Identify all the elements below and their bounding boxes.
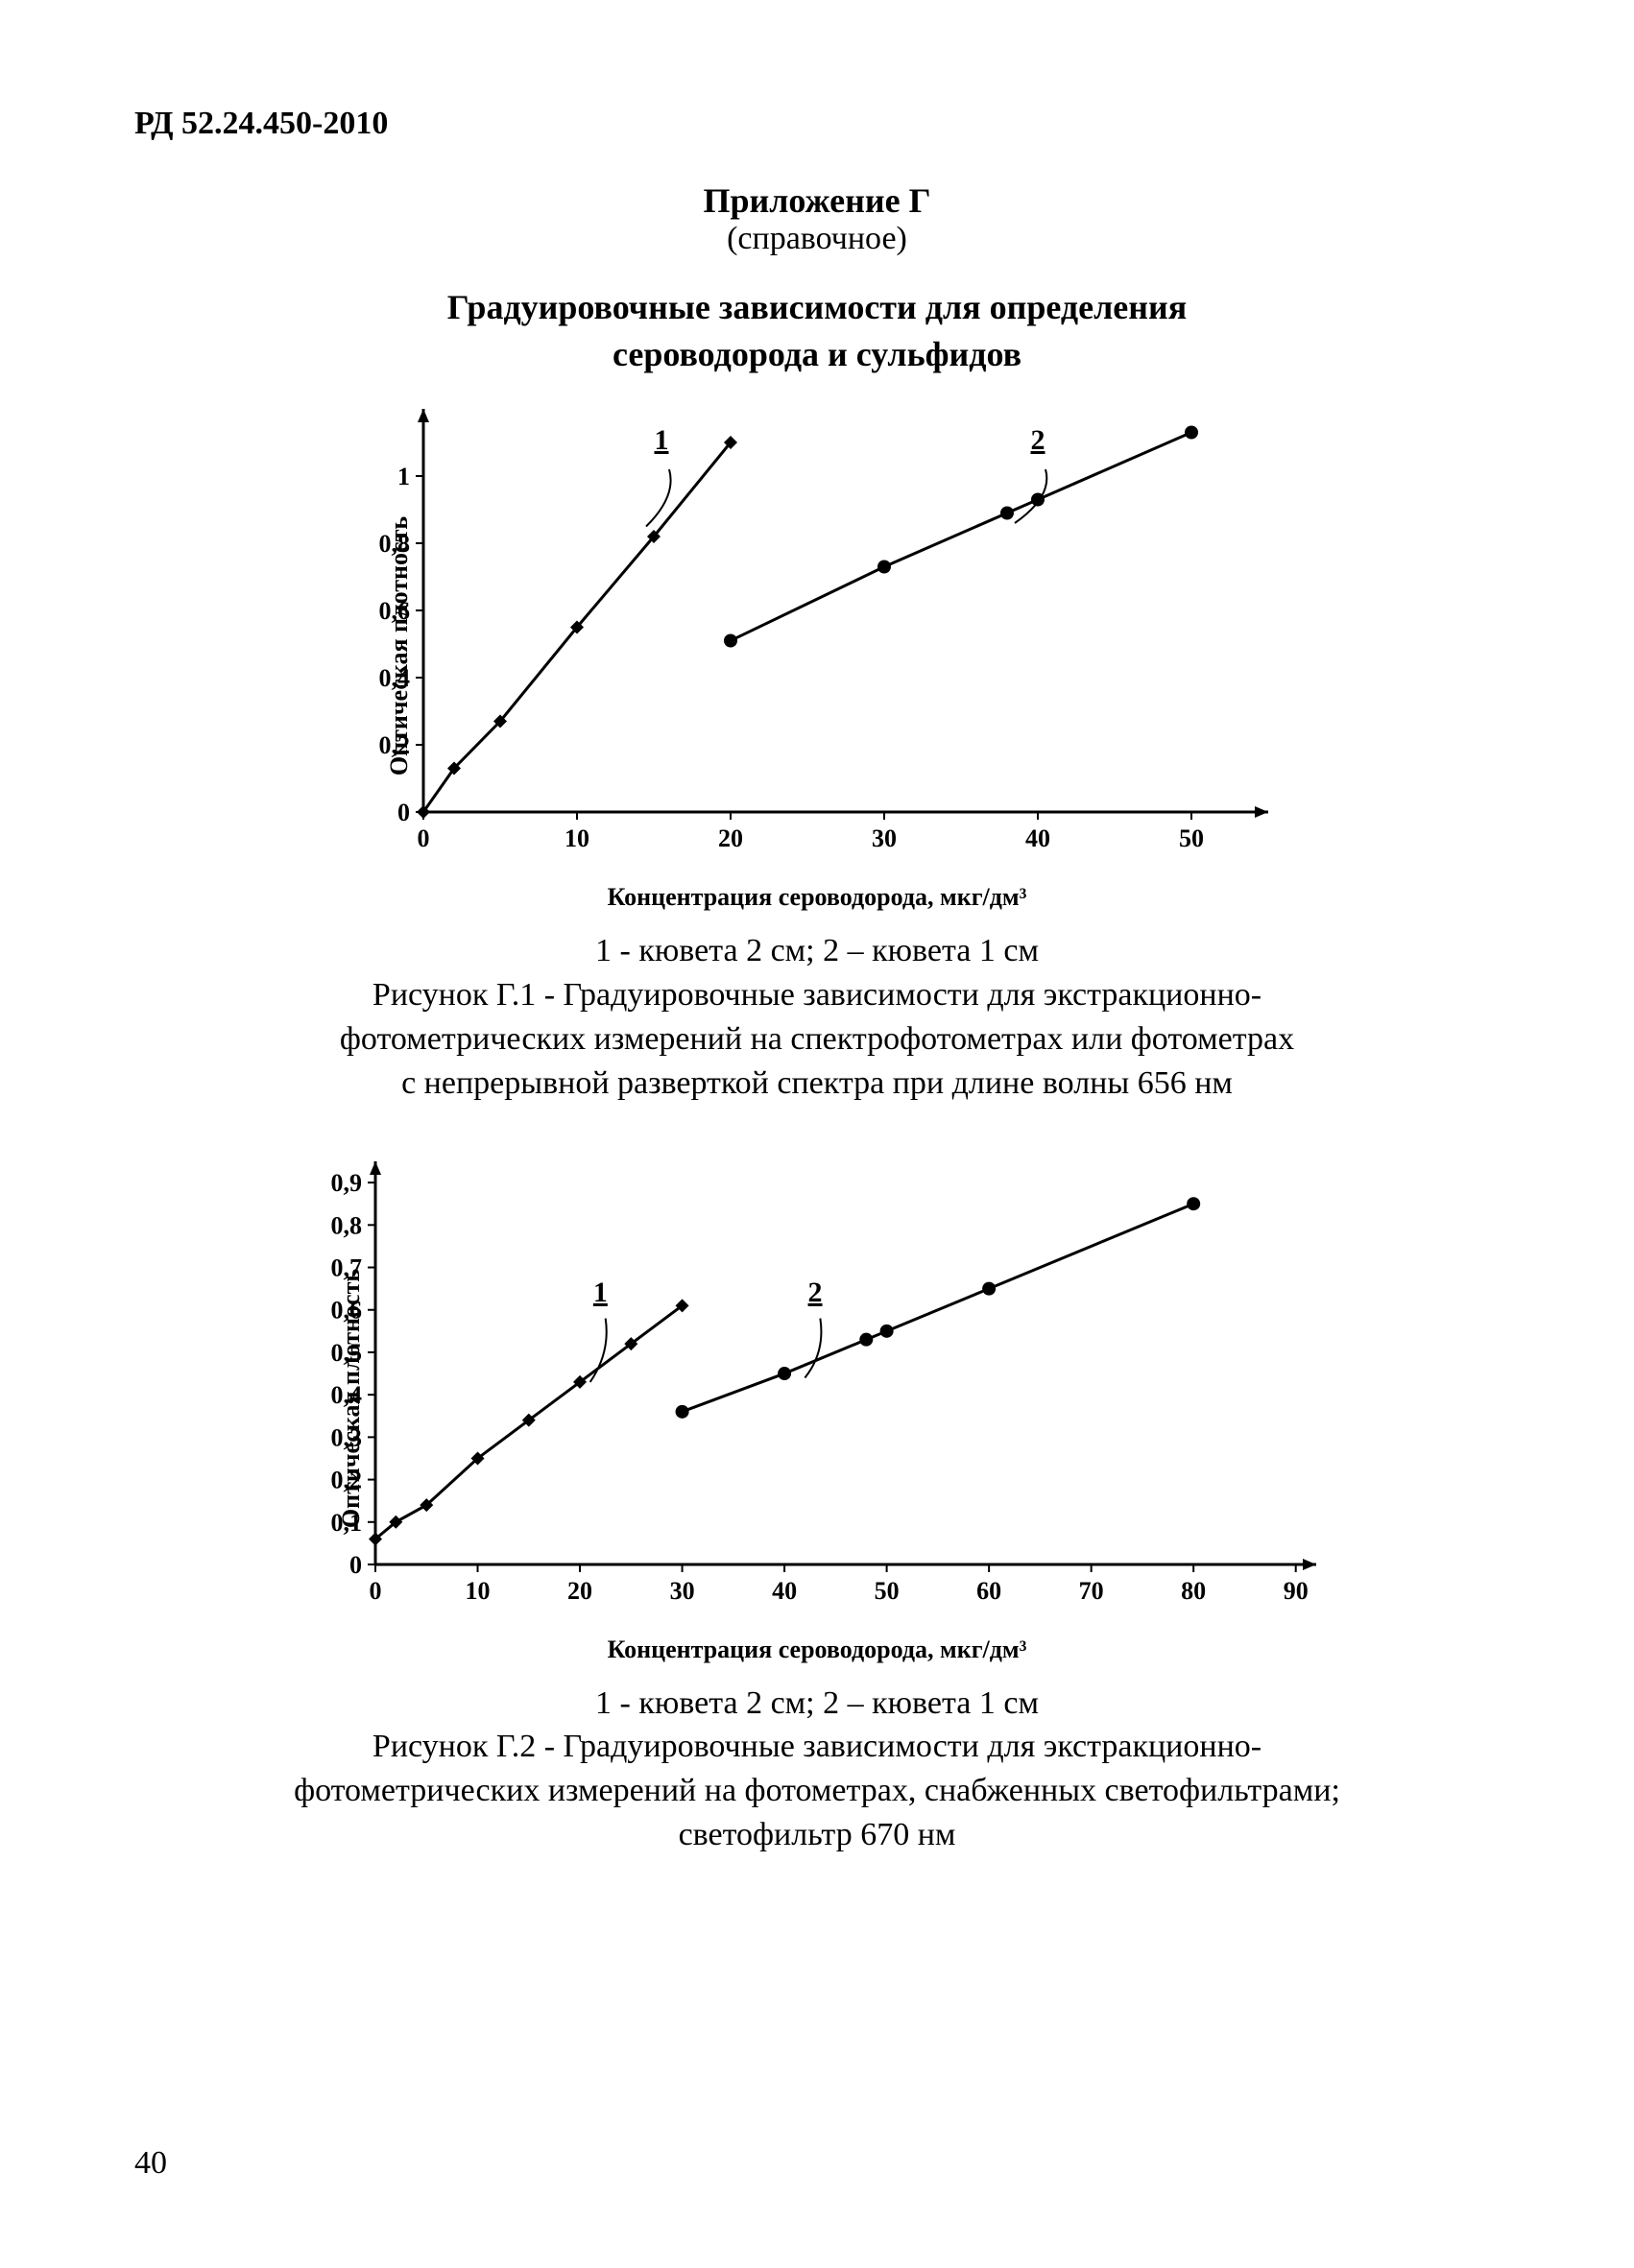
chart1-caption-l2: фотометрических измерений на спектрофото… [340,1021,1294,1057]
svg-text:30: 30 [872,824,897,852]
section-title-line1: Градуировочные зависимости для определен… [134,286,1500,329]
page-number: 40 [134,2145,167,2182]
chart1-box: Оптическая плотность 0102030405000,20,40… [318,380,1316,912]
svg-text:0: 0 [397,799,410,826]
svg-text:40: 40 [772,1577,797,1605]
chart1-caption: 1 - кювета 2 см; 2 – кювета 1 см Рисунок… [134,929,1500,1106]
document-page: РД 52.24.450-2010 Приложение Г (справочн… [0,0,1634,2268]
chart2-wrap: Оптическая плотность 0102030405060708090… [134,1133,1500,1664]
chart1-caption-l1: Рисунок Г.1 - Градуировочные зависимости… [372,977,1262,1013]
svg-text:0: 0 [418,824,430,852]
svg-text:90: 90 [1284,1577,1309,1605]
svg-text:1: 1 [593,1276,608,1307]
chart1-caption-l3: с непрерывной разверткой спектра при дли… [401,1065,1233,1101]
svg-text:0,9: 0,9 [331,1169,363,1197]
svg-text:50: 50 [875,1577,900,1605]
chart2-ylabel: Оптическая плотность [337,1268,366,1527]
svg-text:80: 80 [1181,1577,1206,1605]
chart2-caption: 1 - кювета 2 см; 2 – кювета 1 см Рисунок… [134,1682,1500,1858]
chart2-legend: 1 - кювета 2 см; 2 – кювета 1 см [595,1685,1039,1721]
chart2-svg: 010203040506070809000,10,20,30,40,50,60,… [270,1133,1364,1632]
svg-text:30: 30 [670,1577,695,1605]
svg-text:0: 0 [349,1551,362,1579]
chart2-box: Оптическая плотность 0102030405060708090… [270,1133,1364,1664]
svg-text:40: 40 [1025,824,1050,852]
appendix-subtitle: (справочное) [134,221,1500,257]
chart2-caption-l3: светофильтр 670 нм [679,1817,956,1852]
chart2-caption-l2: фотометрических измерений на фотометрах,… [294,1773,1340,1808]
svg-text:10: 10 [565,824,589,852]
chart2-caption-l1: Рисунок Г.2 - Градуировочные зависимости… [372,1729,1262,1764]
svg-text:2: 2 [1031,424,1045,456]
section-title-line2: сероводорода и сульфидов [134,333,1500,376]
chart1-wrap: Оптическая плотность 0102030405000,20,40… [134,380,1500,912]
chart1-legend: 1 - кювета 2 см; 2 – кювета 1 см [595,933,1039,968]
svg-text:20: 20 [567,1577,592,1605]
svg-text:1: 1 [397,463,410,490]
svg-text:0,8: 0,8 [331,1211,363,1239]
chart1-ylabel: Оптическая плотность [385,516,414,776]
svg-text:1: 1 [655,424,669,456]
svg-text:10: 10 [466,1577,491,1605]
svg-text:20: 20 [718,824,743,852]
svg-text:2: 2 [808,1276,823,1307]
doc-code: РД 52.24.450-2010 [134,106,1500,142]
appendix-title: Приложение Г [134,180,1500,221]
chart1-xlabel: Концентрация сероводорода, мкг/дм³ [318,883,1316,912]
chart1-svg: 0102030405000,20,40,60,8112 [318,380,1316,879]
chart2-xlabel: Концентрация сероводорода, мкг/дм³ [270,1635,1364,1664]
svg-text:70: 70 [1079,1577,1104,1605]
svg-text:0: 0 [370,1577,382,1605]
svg-text:60: 60 [976,1577,1001,1605]
svg-text:50: 50 [1179,824,1204,852]
